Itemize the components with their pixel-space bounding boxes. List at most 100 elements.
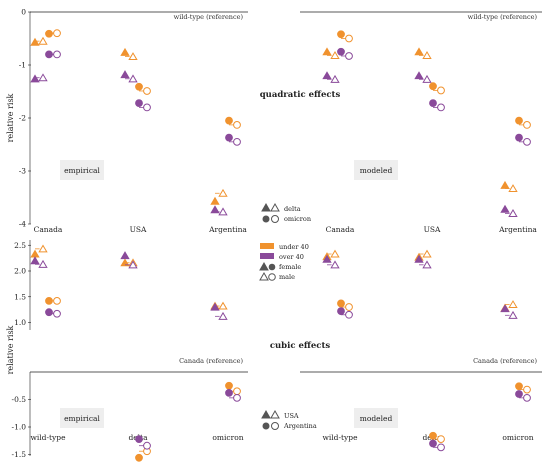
- point-Argentina-under40-female: [135, 453, 143, 462]
- point-Argentina-over40-male: [143, 441, 151, 450]
- y-axis-label-top: relative risk: [6, 93, 15, 142]
- legend-over40-swatch: [260, 253, 274, 259]
- point-USA-under40-male: [422, 249, 432, 258]
- x-tick-label: Argentina: [498, 225, 537, 234]
- point-omicron-over40-female: [337, 47, 345, 56]
- legend-omicron-label: omicron: [284, 215, 311, 223]
- panel-label-box: [60, 160, 104, 180]
- point-omicron-over40-female: [135, 99, 143, 108]
- point-delta-over40-male: [218, 207, 228, 216]
- point-USA-under40-male: [218, 301, 228, 310]
- x-tick-label: wild-type: [30, 433, 66, 442]
- point-USA-over40-male: [218, 311, 228, 320]
- point-omicron-over40-male: [233, 137, 241, 146]
- y-tick-label: -1: [19, 61, 26, 70]
- point-delta-under40-male: [508, 184, 518, 193]
- point-omicron-under40-female: [45, 29, 53, 38]
- legend-usa-open-triangle: [270, 409, 280, 419]
- panel-label: modeled: [360, 166, 393, 175]
- point-Argentina-over40-female: [515, 390, 523, 398]
- point-delta-over40-male: [508, 208, 518, 217]
- point-delta-under40-female: [120, 47, 130, 56]
- point-delta-under40-female: [414, 47, 424, 56]
- point-Argentina-under40-male: [345, 303, 353, 311]
- point-delta-under40-male: [38, 36, 48, 45]
- point-Argentina-over40-female: [337, 307, 345, 316]
- legend-male-open-triangle: [259, 271, 269, 281]
- point-omicron-over40-female: [225, 133, 233, 142]
- point-Argentina-under40-male: [233, 387, 241, 396]
- point-USA-under40-female: [30, 249, 40, 258]
- point-Argentina-under40-male: [53, 296, 61, 305]
- x-tick-label: Argentina: [208, 225, 247, 234]
- point-Argentina-under40-female: [337, 299, 345, 308]
- point-omicron-over40-male: [523, 137, 531, 146]
- panel-label-box: [354, 160, 398, 180]
- point-Argentina-over40-male: [437, 443, 445, 452]
- point-omicron-under40-female: [135, 82, 143, 91]
- panel-label: empirical: [64, 166, 100, 175]
- point-omicron-over40-female: [429, 99, 437, 108]
- x-tick-label: omicron: [502, 433, 533, 442]
- point-Argentina-under40-male: [523, 385, 531, 394]
- point-USA-over40-male: [38, 259, 48, 268]
- point-USA-over40-female: [30, 256, 40, 265]
- point-USA-under40-male: [508, 300, 518, 309]
- point-omicron-under40-female: [337, 30, 345, 39]
- point-delta-over40-female: [414, 71, 424, 80]
- y-tick-label: 0: [21, 8, 26, 17]
- legend-usa-filled-triangle: [261, 409, 271, 419]
- legend-delta-label: delta: [284, 205, 301, 213]
- point-omicron-under40-female: [429, 82, 437, 91]
- point-Argentina-over40-male: [233, 393, 241, 402]
- reference-label: Canada (reference): [179, 357, 243, 365]
- legend-male-open-circle: [268, 273, 276, 281]
- legend-female-label: female: [279, 263, 301, 271]
- panel-label: empirical: [64, 414, 100, 423]
- panel-cubic-modeled: Canada (reference)wild-typedeltaomicronm…: [300, 249, 542, 452]
- point-Argentina-over40-female: [45, 308, 53, 317]
- legend-variant: delta omicron: [261, 202, 311, 223]
- point-omicron-under40-female: [515, 116, 523, 125]
- legend-male-label: male: [279, 273, 295, 281]
- point-delta-under40-male: [330, 51, 340, 59]
- x-tick-label: Canada: [326, 225, 355, 234]
- legend-delta-open-triangle: [270, 202, 280, 212]
- legend-age-sex: under 40 over 40 female male: [259, 243, 309, 281]
- point-omicron-over40-male: [437, 103, 445, 112]
- panel-label-box: [354, 408, 398, 428]
- x-tick-label: USA: [130, 225, 147, 234]
- point-Argentina-over40-female: [429, 439, 437, 448]
- legend-omicron-open-circle: [271, 215, 279, 223]
- reference-label: Canada (reference): [473, 357, 537, 365]
- point-delta-under40-female: [210, 196, 220, 205]
- point-delta-over40-male: [128, 74, 138, 83]
- y-axis-label-bottom: relative risk: [6, 325, 15, 374]
- y-tick-label: -2: [19, 114, 27, 123]
- point-delta-over40-female: [120, 70, 130, 79]
- legend-under40-swatch: [260, 243, 274, 249]
- point-delta-under40-female: [30, 37, 40, 46]
- point-omicron-under40-male: [53, 29, 61, 38]
- legend-female-filled-circle: [268, 263, 276, 271]
- point-Argentina-over40-female: [225, 389, 233, 397]
- point-omicron-over40-male: [345, 52, 353, 60]
- reference-label: wild-type (reference): [174, 13, 244, 21]
- point-delta-over40-male: [422, 74, 432, 83]
- point-Argentina-under40-female: [225, 381, 233, 390]
- point-omicron-under40-male: [437, 86, 445, 95]
- point-USA-over40-female: [322, 254, 332, 263]
- point-Argentina-over40-male: [523, 393, 531, 402]
- point-delta-under40-male: [128, 52, 138, 61]
- x-tick-label: wild-type: [322, 433, 358, 442]
- legend-usa-label: USA: [284, 412, 299, 420]
- point-USA-over40-female: [210, 302, 220, 311]
- legend-argentina-open-circle: [271, 422, 279, 430]
- point-Argentina-under40-female: [429, 431, 437, 440]
- point-Argentina-under40-female: [515, 382, 523, 391]
- point-Argentina-under40-male: [437, 435, 445, 444]
- point-delta-under40-female: [322, 47, 332, 56]
- point-omicron-under40-female: [225, 116, 233, 125]
- y-tick-label: -3: [19, 167, 27, 176]
